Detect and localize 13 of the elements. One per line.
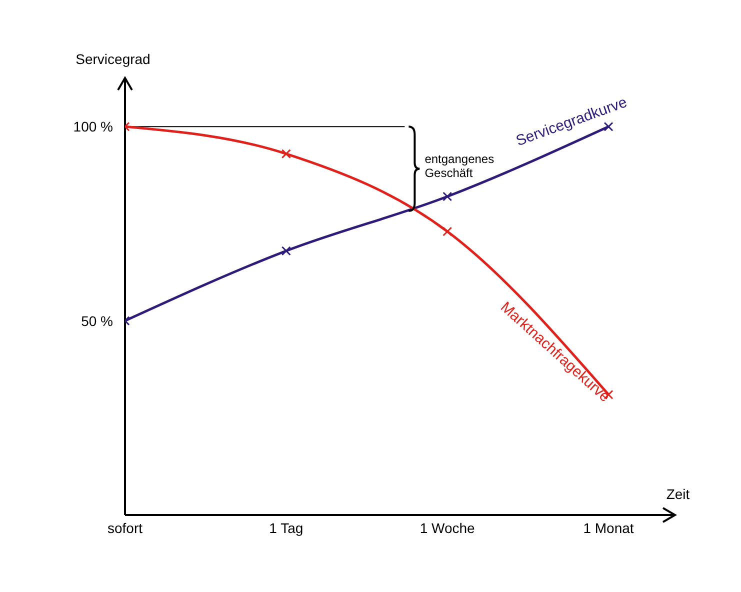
x-tick-label: 1 Tag — [269, 520, 304, 536]
point — [281, 246, 291, 256]
x-tick-label: sofort — [107, 520, 143, 536]
annotation: entgangenes Geschäft — [424, 152, 494, 180]
y-tick-label: 100 % — [73, 118, 113, 135]
point — [442, 192, 452, 202]
x-tick-label: 1 Woche — [420, 520, 476, 536]
y-axis-title: Servicegrad — [76, 51, 150, 67]
y-tick-label: 50 % — [81, 312, 113, 329]
point — [442, 226, 452, 236]
x-tick-label: 1 Monat — [583, 520, 634, 536]
x-axis-title: Zeit — [666, 486, 690, 502]
point — [281, 149, 291, 159]
